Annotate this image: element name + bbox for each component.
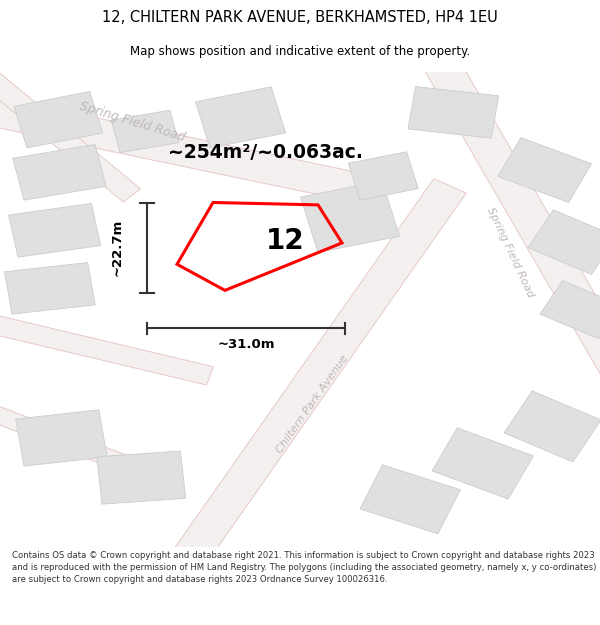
Bar: [432, 428, 533, 499]
Polygon shape: [0, 56, 140, 202]
Polygon shape: [164, 179, 466, 578]
Polygon shape: [0, 86, 377, 205]
Bar: [14, 91, 103, 148]
Bar: [528, 210, 600, 274]
Text: Chiltern Park Avenue: Chiltern Park Avenue: [274, 353, 350, 456]
Text: Contains OS data © Crown copyright and database right 2021. This information is : Contains OS data © Crown copyright and d…: [12, 551, 596, 584]
Bar: [8, 204, 101, 257]
Polygon shape: [0, 310, 214, 385]
Bar: [349, 152, 418, 200]
Bar: [408, 86, 499, 138]
Bar: [196, 87, 286, 148]
Bar: [97, 451, 185, 504]
Text: ~254m²/~0.063ac.: ~254m²/~0.063ac.: [168, 143, 363, 162]
Text: ~31.0m: ~31.0m: [217, 339, 275, 351]
Bar: [16, 410, 107, 466]
Bar: [360, 465, 460, 534]
Text: Spring Field Road: Spring Field Road: [77, 99, 187, 144]
Text: 12, CHILTERN PARK AVENUE, BERKHAMSTED, HP4 1EU: 12, CHILTERN PARK AVENUE, BERKHAMSTED, H…: [102, 11, 498, 26]
Polygon shape: [415, 42, 600, 396]
Text: 12: 12: [266, 227, 304, 255]
Bar: [504, 391, 600, 462]
Text: ~22.7m: ~22.7m: [110, 219, 124, 276]
Text: Spring Field Road: Spring Field Road: [485, 206, 535, 299]
Bar: [498, 138, 592, 202]
Text: Map shows position and indicative extent of the property.: Map shows position and indicative extent…: [130, 45, 470, 58]
Bar: [111, 110, 179, 152]
Polygon shape: [0, 397, 173, 488]
Bar: [4, 262, 95, 314]
Bar: [301, 181, 400, 253]
Bar: [13, 144, 106, 200]
Bar: [540, 281, 600, 339]
